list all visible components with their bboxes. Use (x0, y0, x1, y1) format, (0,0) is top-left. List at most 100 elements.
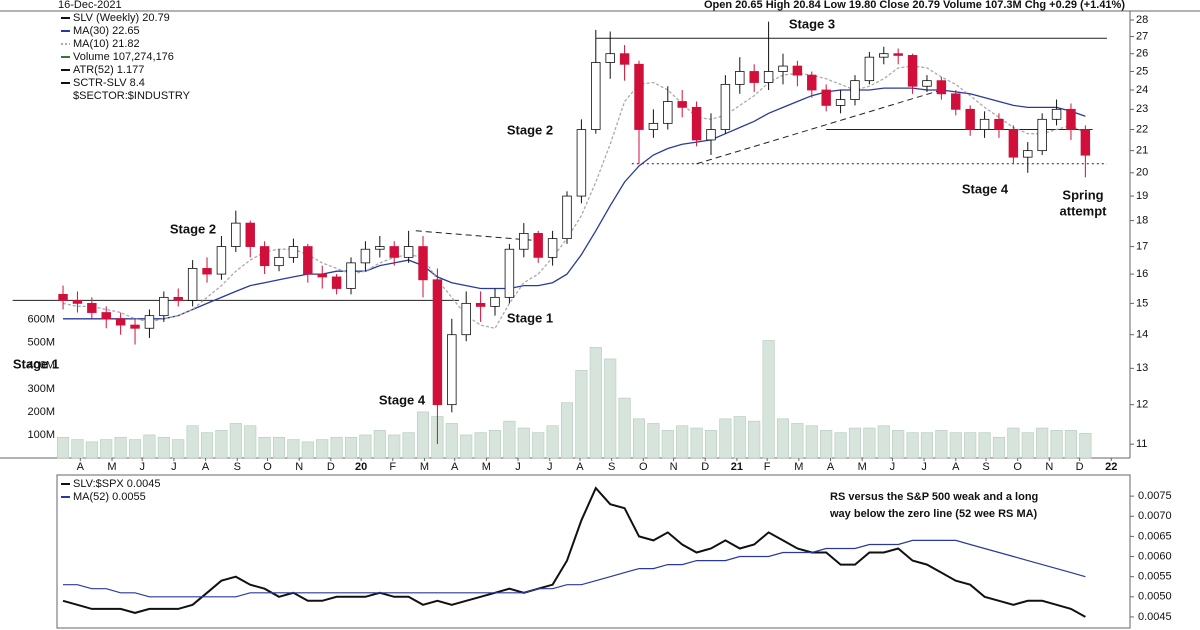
y-tick-label: 13 (1136, 362, 1148, 374)
candle-body (864, 56, 875, 82)
candle-body (360, 248, 371, 264)
candle-body (648, 122, 659, 130)
y-tick-label: 0.0065 (1138, 530, 1172, 542)
candle-body (792, 65, 803, 76)
y-tick-label: 12 (1136, 399, 1148, 411)
volume-bar (445, 423, 458, 459)
volume-bar (100, 439, 113, 459)
volume-bar (935, 430, 948, 459)
volume-bar (906, 432, 919, 459)
candle-body (1066, 108, 1076, 130)
volume-bar (805, 425, 818, 459)
y-tick-label: 0.0045 (1138, 611, 1172, 623)
volume-bar (834, 432, 847, 459)
x-tick-label: F (764, 461, 771, 473)
y-tick-label: 22 (1136, 123, 1148, 135)
volume-bar (791, 423, 804, 459)
candle-body (1051, 108, 1062, 120)
x-tick-label: J (921, 461, 927, 473)
x-tick-label: M (482, 461, 491, 473)
volume-bar (978, 432, 991, 459)
candle-body (519, 232, 529, 250)
volume-bar (647, 423, 660, 459)
x-tick-label: A (77, 461, 85, 473)
candle-body (346, 262, 356, 289)
x-tick-label: S (234, 461, 241, 473)
volume-bar (992, 436, 1006, 459)
volume-bar (604, 358, 617, 459)
candle-body (87, 302, 97, 313)
candle-body (101, 312, 111, 320)
x-tick-label: 20 (355, 461, 367, 473)
volume-bar (575, 370, 588, 459)
candle-body (490, 296, 500, 307)
x-tick-label: M (107, 461, 116, 473)
volume-bar (460, 434, 473, 459)
volume-tick-label: 600M (27, 314, 55, 326)
rs-line (63, 539, 1086, 598)
legend-label: Volume 107,274,176 (73, 51, 174, 63)
candle-body (720, 83, 731, 130)
volume-bar (546, 425, 559, 459)
candle-body (835, 99, 846, 106)
volume-bar (71, 439, 84, 459)
volume-bar (1064, 430, 1078, 459)
header-date: 16-Dec-2021 (58, 0, 122, 11)
candle-body (951, 93, 961, 110)
y-tick-label: 0.0060 (1138, 550, 1172, 562)
volume-bar (186, 425, 199, 459)
volume-bar (85, 441, 98, 459)
volume-bar (704, 430, 718, 459)
ma-line (63, 87, 1086, 320)
candle-body (432, 279, 443, 406)
candle-body (72, 299, 83, 304)
x-tick-label: M (794, 461, 803, 473)
volume-bar (1007, 427, 1020, 459)
x-tick-label: D (701, 461, 709, 473)
x-tick-label: 22 (1105, 461, 1117, 473)
y-tick-label: 23 (1136, 103, 1148, 115)
annotation: Stage 1 (13, 356, 59, 371)
volume-bar (949, 432, 962, 459)
candle-body (1080, 129, 1091, 156)
y-tick-label: 0.0075 (1138, 490, 1172, 502)
x-tick-label: A (202, 461, 210, 473)
volume-bar (820, 430, 833, 459)
rs-frame (56, 474, 1131, 629)
volume-bar (344, 436, 358, 459)
volume-bar (128, 439, 142, 459)
x-tick-label: N (670, 461, 678, 473)
candle-body (547, 238, 558, 258)
volume-tick-label: 400M (27, 360, 55, 372)
volume-bar (892, 430, 905, 459)
candle-body (879, 53, 889, 58)
candle-body (663, 101, 673, 124)
x-tick-label: N (295, 461, 303, 473)
header-quote: Open 20.65 High 20.84 Low 19.80 Close 20… (704, 0, 1125, 11)
x-tick-label: A (952, 461, 960, 473)
volume-bar (1050, 430, 1063, 459)
candle-body (778, 65, 788, 72)
rs-note: RS versus the S&P 500 weak and a long (830, 491, 1038, 503)
candle-body (821, 89, 831, 106)
volume-bar (56, 436, 70, 459)
candle-body (202, 268, 212, 275)
x-tick-label: O (1013, 461, 1022, 473)
candle-body (922, 80, 932, 87)
y-tick-label: 27 (1136, 30, 1148, 42)
volume-bar (1036, 427, 1049, 459)
volume-bar (632, 418, 646, 459)
candle-body (619, 53, 630, 65)
candle-body (533, 232, 543, 258)
legend-label: MA(30) 22.65 (73, 25, 140, 37)
candle-body (576, 129, 587, 197)
candle-body (893, 53, 903, 56)
y-tick-label: 21 (1136, 145, 1148, 157)
legend-label: SLV (Weekly) 20.79 (73, 12, 170, 24)
candle-body (965, 108, 975, 130)
volume-tick-label: 500M (27, 337, 55, 349)
y-tick-label: 20 (1136, 167, 1148, 179)
x-tick-label: J (547, 461, 553, 473)
candle-body (1008, 129, 1019, 158)
volume-bar (301, 441, 314, 459)
